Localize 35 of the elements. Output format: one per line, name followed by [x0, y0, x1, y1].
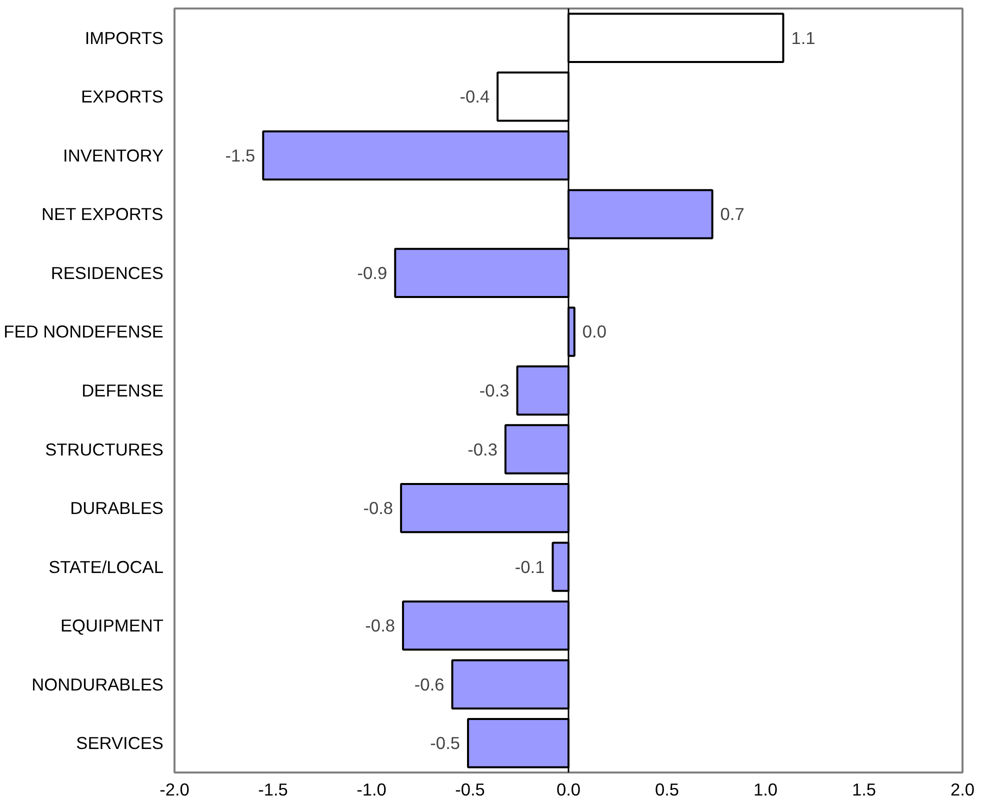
x-tick-label: -1.0 [356, 780, 386, 800]
data-label: 0.7 [720, 204, 744, 224]
y-tick-label: INVENTORY [63, 145, 164, 166]
x-tick-label: 1.5 [852, 780, 876, 800]
x-tick-label: 0.5 [654, 780, 680, 800]
y-tick-label: DEFENSE [82, 380, 164, 400]
y-tick-label: NET EXPORTS [42, 204, 164, 224]
data-label: -0.3 [479, 380, 510, 400]
y-tick-label: EQUIPMENT [60, 616, 164, 636]
data-label: -0.8 [363, 498, 394, 518]
data-label: 0.0 [582, 322, 607, 342]
data-label: -0.8 [365, 616, 396, 636]
x-tick-label: -2.0 [160, 780, 190, 800]
y-tick-label: IMPORTS [84, 28, 164, 48]
y-tick-label: FED NONDEFENSE [4, 322, 164, 342]
y-tick-label: EXPORTS [81, 86, 164, 107]
data-label: -0.1 [514, 556, 545, 577]
x-tick-label: -0.5 [455, 780, 485, 800]
y-tick-label: NONDURABLES [32, 674, 164, 694]
data-label: -0.9 [357, 262, 388, 283]
y-tick-label: STRUCTURES [45, 439, 164, 460]
data-label: -0.5 [430, 733, 460, 754]
y-tick-label: STATE/LOCAL [48, 556, 164, 577]
y-tick-label: SERVICES [76, 733, 164, 754]
data-label: -0.4 [460, 86, 490, 107]
y-tick-label: DURABLES [70, 498, 164, 518]
x-tick-label: 2.0 [950, 780, 975, 800]
x-tick-label: 1.0 [753, 780, 778, 800]
data-label: -0.6 [414, 674, 444, 694]
x-tick-label: -1.5 [258, 780, 288, 800]
data-label: 1.1 [791, 28, 816, 48]
data-label: -1.5 [225, 145, 256, 166]
data-label: -0.3 [468, 439, 498, 460]
x-tick-label: 0.0 [556, 780, 581, 800]
y-tick-label: RESIDENCES [50, 262, 164, 283]
